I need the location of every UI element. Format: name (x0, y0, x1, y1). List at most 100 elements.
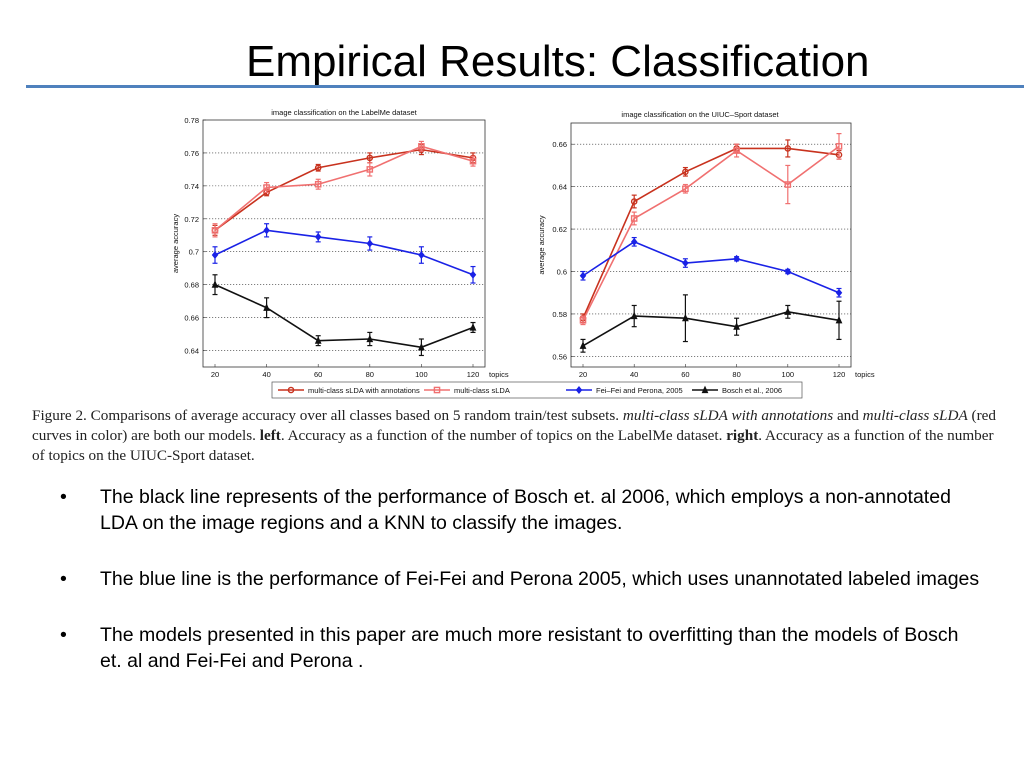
x-axis-label: topics (855, 370, 875, 379)
data-point (784, 181, 792, 188)
data-point (418, 342, 425, 351)
data-point (733, 322, 740, 330)
series-line (214, 283, 474, 349)
x-tick-label: 80 (732, 370, 740, 379)
data-point (630, 237, 638, 246)
y-tick-label: 0.74 (184, 182, 199, 191)
y-tick-label: 0.66 (184, 314, 199, 323)
y-tick-label: 0.7 (189, 248, 199, 257)
chart-title: image classification on the LabelMe data… (271, 108, 417, 117)
data-point (630, 311, 638, 320)
x-tick-label: 20 (579, 370, 587, 379)
y-tick-label: 0.66 (552, 140, 567, 149)
data-point (835, 143, 843, 150)
data-point (682, 168, 689, 176)
y-tick-label: 0.58 (552, 310, 567, 319)
series-line (582, 145, 840, 321)
data-point (366, 154, 374, 162)
chart-uiuc-sport: 0.56 0.58 0.6 0.62 0.64 0.66 20 40 60 80 100 120 ima… (537, 110, 875, 379)
figure-caption: Figure 2. Comparisons of average accurac… (32, 407, 996, 464)
series-line (214, 148, 474, 231)
x-tick-label: 20 (211, 370, 219, 379)
data-point (263, 184, 270, 191)
y-tick-label: 0.72 (184, 215, 199, 224)
data-point (469, 157, 477, 165)
data-point (211, 227, 219, 234)
data-point (733, 147, 740, 154)
data-point (418, 143, 425, 150)
data-point (784, 267, 792, 276)
y-tick-label: 0.64 (184, 347, 199, 356)
y-tick-label: 0.68 (184, 281, 199, 290)
chart-labelme: 0.64 0.66 0.68 0.7 0.72 0.74 0.76 0.78 20 40 60 80 1… (171, 108, 509, 379)
data-point (579, 341, 587, 349)
data-point (579, 317, 587, 324)
data-point (287, 386, 295, 394)
bullet-text: The black line represents of the perform… (100, 486, 951, 534)
bullet-text: The blue line is the performance of Fei-… (100, 568, 980, 590)
data-point (314, 164, 322, 172)
chart-legend: multi-class sLDA with annotations multi-c… (271, 381, 803, 399)
data-point (682, 185, 689, 193)
y-tick-label: 0.62 (552, 225, 567, 234)
data-point (366, 166, 374, 173)
data-point (630, 198, 638, 205)
x-tick-label: 120 (467, 370, 480, 379)
y-tick-label: 0.6 (557, 268, 567, 277)
data-point (418, 251, 425, 260)
bullet-marker: • (60, 486, 67, 508)
legend-label: multi-class sLDA with annotations (308, 386, 420, 395)
data-point (263, 226, 270, 235)
y-tick-label: 0.76 (184, 149, 199, 158)
data-point (314, 232, 322, 241)
bullet-marker: • (60, 568, 67, 590)
data-point (733, 254, 740, 263)
series-line (582, 147, 840, 319)
data-point (784, 145, 792, 152)
legend-label: Fei–Fei and Perona, 2005 (596, 386, 683, 395)
x-tick-label: 60 (314, 370, 322, 379)
data-point (579, 271, 587, 280)
chart-title: image classification on the UIUC–Sport d… (621, 110, 779, 119)
bullet-text: The models presented in this paper are m… (100, 624, 959, 672)
series-line (582, 311, 840, 347)
data-point (263, 303, 270, 311)
x-tick-label: 100 (415, 370, 428, 379)
data-point (366, 239, 374, 248)
x-axis-label: topics (489, 370, 509, 379)
legend-label: multi-class sLDA (454, 386, 510, 395)
data-point (211, 280, 219, 288)
data-point (469, 270, 477, 279)
legend-box (271, 381, 803, 399)
series-line (214, 145, 474, 231)
data-point (314, 180, 322, 188)
slide-title: Empirical Results: Classification (246, 37, 870, 86)
x-tick-label: 40 (630, 370, 638, 379)
data-point (835, 288, 843, 297)
data-point (682, 313, 689, 322)
data-point (433, 386, 441, 394)
series-line (214, 229, 474, 276)
y-tick-label: 0.78 (184, 116, 199, 125)
y-tick-label: 0.64 (552, 183, 567, 192)
bullet-item: • The black line represents of the perfor… (60, 484, 980, 536)
data-point (701, 385, 709, 394)
data-point (682, 259, 689, 268)
plot-frame (570, 122, 852, 368)
x-tick-label: 60 (681, 370, 689, 379)
y-axis-label: average accuracy (537, 215, 546, 274)
bullet-item: • The blue line is the performance of Fei… (60, 566, 980, 592)
data-point (211, 251, 219, 260)
y-axis-label: average accuracy (171, 214, 180, 273)
title-underline (26, 85, 1024, 88)
data-point (784, 307, 792, 315)
x-tick-label: 40 (262, 370, 270, 379)
data-point (575, 386, 583, 394)
series-line (582, 240, 840, 294)
data-point (469, 323, 477, 331)
x-tick-label: 120 (833, 370, 846, 379)
bullet-marker: • (60, 624, 67, 646)
bullet-list: • The black line represents of the perfor… (60, 484, 980, 704)
data-point (366, 334, 374, 343)
y-tick-label: 0.56 (552, 352, 567, 361)
